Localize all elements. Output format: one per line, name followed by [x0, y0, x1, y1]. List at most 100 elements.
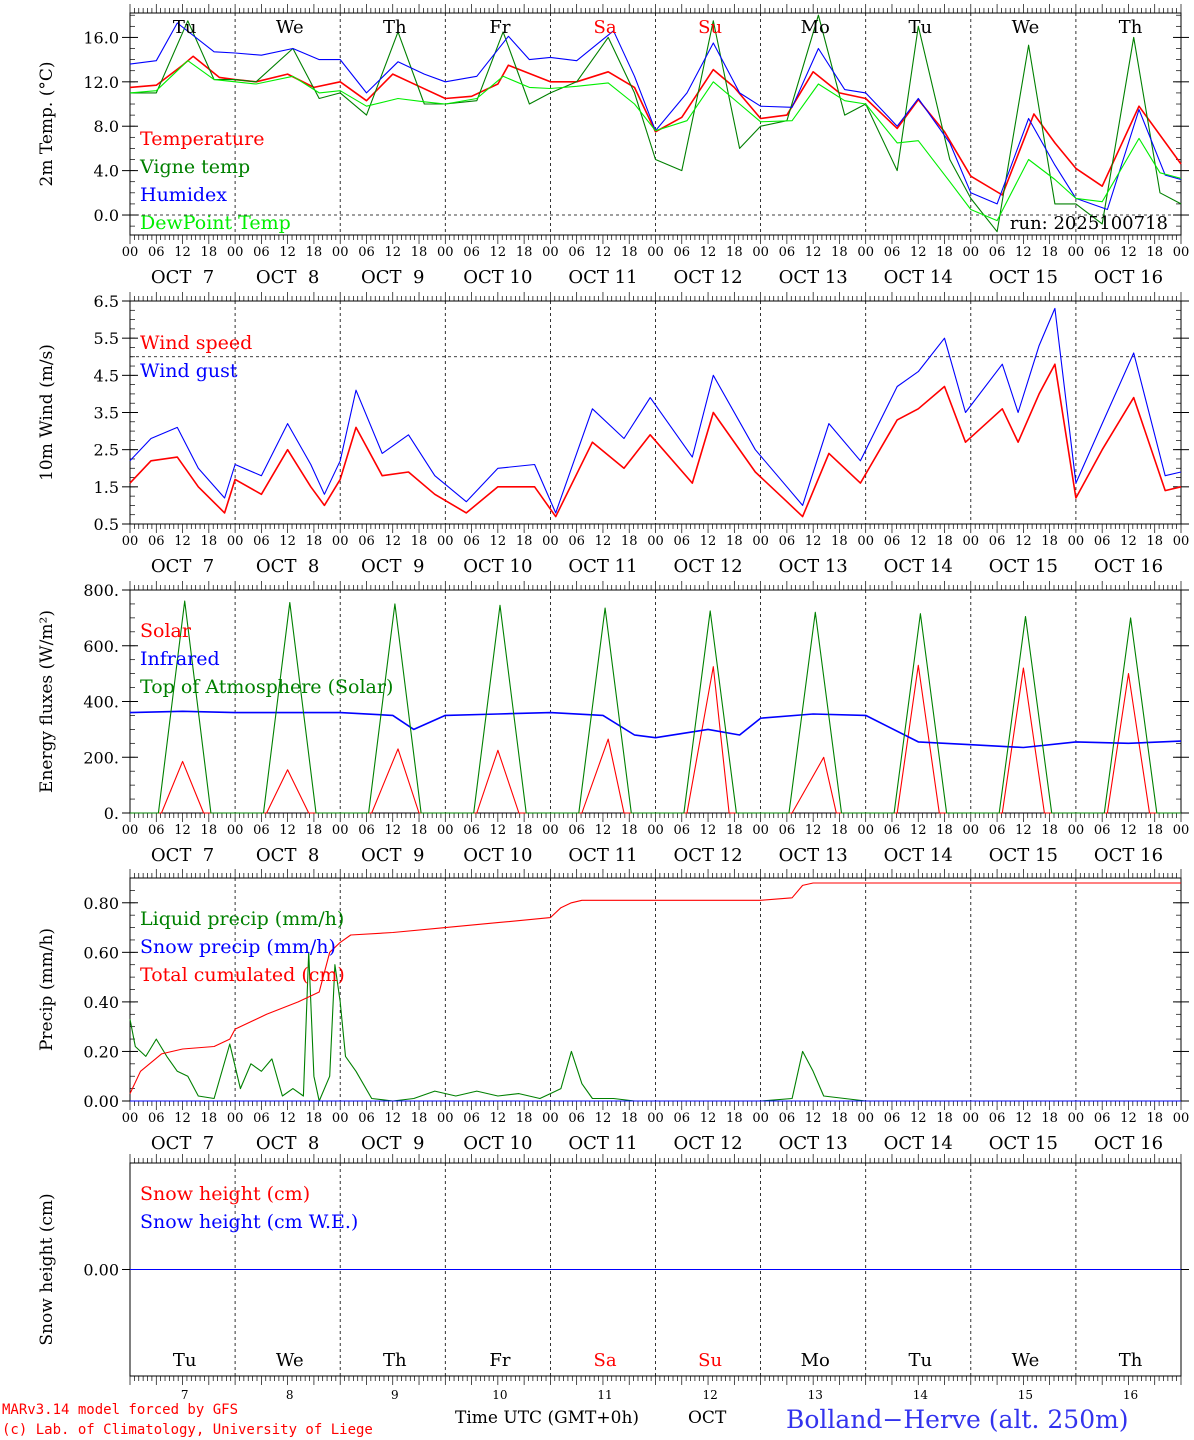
day-of-week-label: Fr: [489, 1350, 510, 1371]
x-hour-label: 12: [1120, 823, 1137, 838]
x-hour-label: 06: [674, 1111, 691, 1126]
x-hour-label: 00: [1173, 245, 1190, 260]
x-date-label: OCT 14: [884, 845, 953, 866]
x-hour-label: 18: [516, 245, 533, 260]
x-hour-label: 00: [752, 534, 769, 549]
day-of-week-label: Th: [1119, 17, 1143, 38]
x-hour-label: 12: [595, 245, 612, 260]
x-hour-label: 18: [201, 534, 218, 549]
x-hour-label: 12: [384, 245, 401, 260]
x-hour-label: 06: [1094, 534, 1111, 549]
x-date-label: OCT 11: [568, 556, 637, 577]
day-of-week-label: Tu: [173, 1350, 197, 1371]
x-hour-label: 00: [647, 245, 664, 260]
x-hour-label: 18: [831, 1111, 848, 1126]
day-of-week-label: Th: [383, 1350, 407, 1371]
x-hour-label: 00: [857, 534, 874, 549]
legend-entry: Snow height (cm): [140, 1183, 310, 1205]
y-tick-label: 8.0: [94, 117, 119, 136]
y-tick-label: 1.5: [94, 478, 119, 497]
x-hour-label: 12: [910, 534, 927, 549]
x-day-number: 15: [1018, 1388, 1033, 1402]
x-hour-label: 06: [884, 823, 901, 838]
x-hour-label: 12: [490, 245, 507, 260]
legend-entry: Snow height (cm W.E.): [140, 1211, 358, 1233]
x-hour-label: 18: [201, 245, 218, 260]
x-hour-label: 12: [1120, 245, 1137, 260]
x-hour-label: 18: [1146, 245, 1163, 260]
x-hour-label: 06: [1094, 245, 1111, 260]
x-hour-label: 18: [516, 1111, 533, 1126]
x-hour-label: 00: [1068, 823, 1085, 838]
day-of-week-label: Su: [698, 17, 722, 38]
x-hour-label: 12: [384, 534, 401, 549]
x-hour-label: 18: [936, 1111, 953, 1126]
legend-entry: Total cumulated (cm): [140, 964, 345, 986]
x-date-label: OCT 15: [989, 556, 1058, 577]
x-hour-label: 06: [884, 245, 901, 260]
x-hour-label: 00: [752, 245, 769, 260]
x-hour-label: 12: [805, 1111, 822, 1126]
day-of-week-label: Mo: [801, 17, 830, 38]
x-hour-label: 18: [411, 1111, 428, 1126]
x-hour-label: 00: [963, 823, 980, 838]
x-hour-label: 00: [542, 245, 559, 260]
x-hour-label: 12: [1015, 245, 1032, 260]
x-date-label: OCT 8: [256, 267, 319, 288]
x-hour-label: 00: [752, 1111, 769, 1126]
series-line-wind-gust: [129, 307, 1182, 514]
x-hour-label: 12: [1015, 823, 1032, 838]
x-hour-label: 18: [306, 823, 323, 838]
x-date-label: OCT 14: [884, 556, 953, 577]
x-hour-label: 12: [595, 823, 612, 838]
x-hour-label: 18: [621, 1111, 638, 1126]
x-hour-label: 12: [174, 245, 191, 260]
y-tick-label: 12.0: [83, 73, 119, 92]
x-hour-label: 06: [148, 1111, 165, 1126]
y-tick-label: 0.60: [83, 943, 119, 962]
x-hour-label: 18: [201, 1111, 218, 1126]
x-hour-label: 06: [674, 823, 691, 838]
x-hour-label: 12: [279, 534, 296, 549]
x-hour-label: 06: [989, 245, 1006, 260]
x-hour-label: 00: [122, 823, 139, 838]
x-hour-label: 00: [122, 245, 139, 260]
x-hour-label: 12: [805, 245, 822, 260]
panel-2: 0.5 1.5 2.5 3.5 4.5 5.5 6.5 10m Wind (m/s) 00 06 1…: [37, 292, 1189, 577]
x-hour-label: 06: [989, 534, 1006, 549]
day-of-week-label: Su: [698, 1350, 722, 1371]
x-hour-label: 18: [726, 823, 743, 838]
x-hour-label: 12: [910, 823, 927, 838]
x-hour-label: 00: [227, 534, 244, 549]
plot-frame: [129, 300, 1182, 525]
panel-3: 0. 200. 400. 600. 800. Energy fluxes (W/m²) 00…: [37, 581, 1189, 866]
day-of-week-label: We: [1012, 1350, 1040, 1371]
x-hour-label: 18: [201, 823, 218, 838]
x-hour-label: 18: [306, 1111, 323, 1126]
x-date-label: OCT 13: [779, 1133, 848, 1154]
series-line-dewpoint-temp: [129, 60, 1182, 222]
x-hour-label: 18: [306, 534, 323, 549]
x-hour-label: 18: [411, 534, 428, 549]
x-hour-label: 00: [542, 1111, 559, 1126]
x-hour-label: 06: [148, 245, 165, 260]
x-hour-label: 12: [490, 823, 507, 838]
x-hour-label: 18: [1041, 823, 1058, 838]
x-date-label: OCT 12: [673, 845, 742, 866]
x-hour-label: 06: [779, 823, 796, 838]
x-hour-label: 12: [174, 534, 191, 549]
x-date-label: OCT 12: [673, 1133, 742, 1154]
x-hour-label: 00: [1173, 534, 1190, 549]
legend-entry: Temperature: [140, 128, 264, 150]
x-date-label: OCT 10: [463, 1133, 532, 1154]
x-date-label: OCT 13: [779, 845, 848, 866]
x-hour-label: 00: [437, 245, 454, 260]
x-hour-label: 12: [1015, 534, 1032, 549]
legend-entry: Humidex: [140, 184, 227, 206]
x-hour-label: 00: [647, 534, 664, 549]
x-hour-label: 00: [857, 823, 874, 838]
x-date-label: OCT 16: [1094, 267, 1163, 288]
x-date-label: OCT 9: [361, 556, 424, 577]
x-hour-label: 18: [936, 245, 953, 260]
legend-entry: Wind speed: [140, 332, 252, 354]
